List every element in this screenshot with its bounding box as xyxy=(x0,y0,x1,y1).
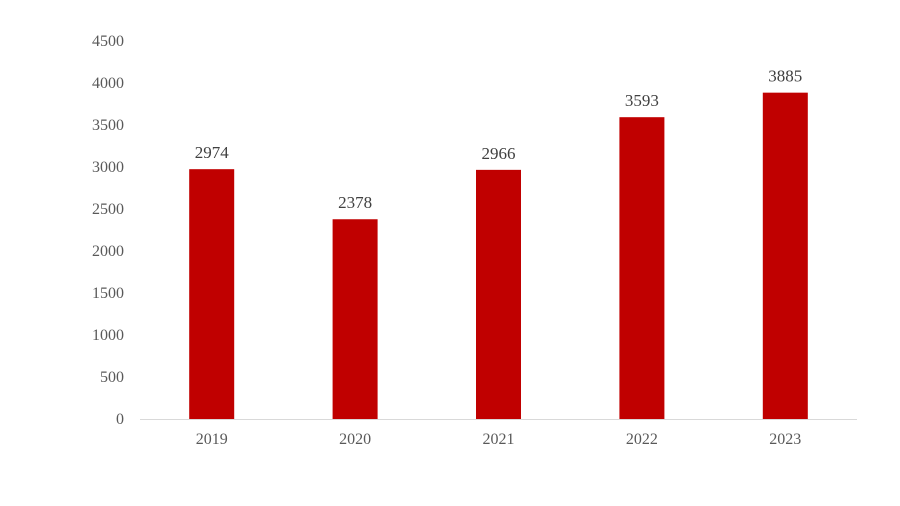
y-tick-label: 500 xyxy=(100,369,124,386)
x-tick-label: 2020 xyxy=(339,431,371,448)
data-label: 2378 xyxy=(338,193,372,212)
y-axis-ticks: 0 500 1000 1500 2000 2500 3000 3500 4000 4500 xyxy=(92,33,124,428)
y-tick-label: 1000 xyxy=(92,327,124,344)
y-tick-label: 4000 xyxy=(92,75,124,92)
y-tick-label: 1500 xyxy=(92,285,124,302)
bar-2019 xyxy=(189,169,235,419)
x-tick-label: 2022 xyxy=(626,431,658,448)
x-tick-label: 2023 xyxy=(769,431,801,448)
y-tick-label: 0 xyxy=(116,411,124,428)
data-label: 2974 xyxy=(195,143,230,162)
data-label: 3593 xyxy=(625,91,659,110)
data-label: 2966 xyxy=(482,144,516,163)
bar-2021 xyxy=(476,169,521,419)
data-labels: 2974 2378 2966 3593 3885 xyxy=(195,67,803,213)
data-label: 3885 xyxy=(768,67,802,86)
y-tick-label: 3000 xyxy=(92,159,124,176)
y-tick-label: 2500 xyxy=(92,201,124,218)
y-tick-label: 3500 xyxy=(92,117,124,134)
y-tick-label: 2000 xyxy=(92,243,124,260)
x-axis-ticks: 2019 2020 2021 2022 2023 xyxy=(196,431,802,448)
bar-2022 xyxy=(619,117,665,420)
bar-2023 xyxy=(762,92,808,419)
y-tick-label: 4500 xyxy=(92,33,124,50)
bar-2020 xyxy=(332,219,378,419)
x-tick-label: 2019 xyxy=(196,431,228,448)
x-tick-label: 2021 xyxy=(483,431,515,448)
bars xyxy=(189,92,808,420)
